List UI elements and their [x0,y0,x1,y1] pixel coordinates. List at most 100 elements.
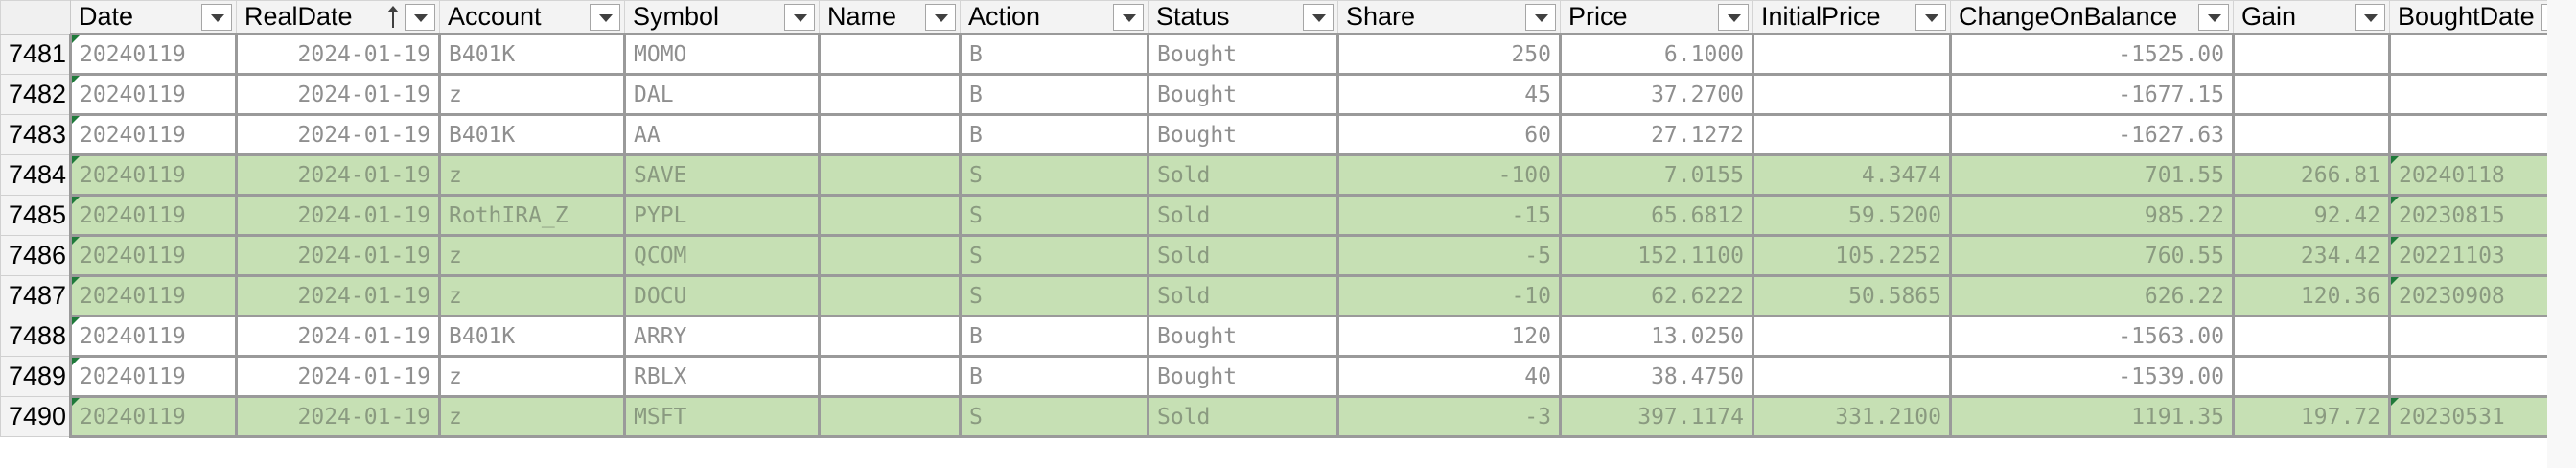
cell-price[interactable]: 27.1272 [1559,113,1754,156]
cell-price[interactable]: 152.1100 [1559,234,1754,277]
column-header-price[interactable]: Price [1560,0,1753,35]
cell-name[interactable] [818,153,962,197]
cell-symbol[interactable]: ARRY [623,315,821,358]
filter-dropdown-button[interactable] [1525,4,1556,31]
filter-dropdown-button[interactable] [925,4,956,31]
filter-dropdown-button[interactable] [1303,4,1334,31]
cell-gain[interactable] [2232,73,2391,116]
cell-status[interactable]: Sold [1147,194,1339,237]
filter-dropdown-button[interactable] [201,4,232,31]
cell-price[interactable]: 38.4750 [1559,355,1754,398]
vertical-scrollbar[interactable] [2547,0,2576,468]
cell-boughtdate[interactable] [2388,73,2576,116]
cell-symbol[interactable]: MOMO [623,33,821,76]
table-row[interactable]: 7483 20240119 2024-01-19 B401K AA B Bought 60 27… [0,113,2576,156]
cell-date[interactable]: 20240119 [69,395,238,438]
cell-account[interactable]: z [438,355,626,398]
cell-status[interactable]: Bought [1147,113,1339,156]
cell-initialprice[interactable]: 105.2252 [1752,234,1952,277]
cell-action[interactable]: S [959,395,1149,438]
cell-status[interactable]: Sold [1147,153,1339,197]
cell-date[interactable]: 20240119 [69,113,238,156]
cell-gain[interactable] [2232,113,2391,156]
cell-action[interactable]: B [959,113,1149,156]
cell-gain[interactable]: 197.72 [2232,395,2391,438]
cell-status[interactable]: Sold [1147,395,1339,438]
cell-boughtdate[interactable]: 20221103 [2388,234,2576,277]
row-number[interactable]: 7485 [0,195,72,236]
cell-gain[interactable]: 92.42 [2232,194,2391,237]
table-row[interactable]: 7488 20240119 2024-01-19 B401K ARRY B Bought 12… [0,315,2576,358]
column-header-date[interactable]: Date [70,0,237,35]
cell-realdate[interactable]: 2024-01-19 [235,73,441,116]
cell-share[interactable]: -5 [1336,234,1562,277]
cell-symbol[interactable]: PYPL [623,194,821,237]
cell-symbol[interactable]: DOCU [623,274,821,317]
cell-share[interactable]: -100 [1336,153,1562,197]
filter-dropdown-button[interactable] [2355,4,2385,31]
cell-status[interactable]: Sold [1147,234,1339,277]
cell-share[interactable]: 45 [1336,73,1562,116]
cell-realdate[interactable]: 2024-01-19 [235,274,441,317]
cell-initialprice[interactable]: 4.3474 [1752,153,1952,197]
cell-changeonbalance[interactable]: 760.55 [1949,234,2235,277]
cell-symbol[interactable]: QCOM [623,234,821,277]
cell-account[interactable]: RothIRA_Z [438,194,626,237]
column-header-status[interactable]: Status [1148,0,1338,35]
cell-share[interactable]: 250 [1336,33,1562,76]
cell-gain[interactable] [2232,33,2391,76]
cell-price[interactable]: 397.1174 [1559,395,1754,438]
cell-date[interactable]: 20240119 [69,153,238,197]
table-row[interactable]: 7490 20240119 2024-01-19 z MSFT S Sold -3 397.11… [0,395,2576,438]
cell-changeonbalance[interactable]: 701.55 [1949,153,2235,197]
cell-account[interactable]: z [438,274,626,317]
cell-initialprice[interactable] [1752,73,1952,116]
cell-name[interactable] [818,274,962,317]
column-header-gain[interactable]: Gain [2233,0,2390,35]
cell-name[interactable] [818,234,962,277]
cell-changeonbalance[interactable]: -1525.00 [1949,33,2235,76]
cell-symbol[interactable]: DAL [623,73,821,116]
row-number[interactable]: 7486 [0,235,72,276]
cell-share[interactable]: 120 [1336,315,1562,358]
cell-boughtdate[interactable] [2388,33,2576,76]
cell-gain[interactable]: 266.81 [2232,153,2391,197]
cell-price[interactable]: 62.6222 [1559,274,1754,317]
filter-dropdown-button[interactable] [590,4,620,31]
column-header-realdate[interactable]: RealDate [236,0,440,35]
cell-gain[interactable]: 234.42 [2232,234,2391,277]
cell-price[interactable]: 6.1000 [1559,33,1754,76]
cell-action[interactable]: B [959,315,1149,358]
table-row[interactable]: 7482 20240119 2024-01-19 z DAL B Bought 45 37.27… [0,73,2576,116]
cell-initialprice[interactable] [1752,113,1952,156]
cell-initialprice[interactable]: 50.5865 [1752,274,1952,317]
column-header-share[interactable]: Share [1337,0,1561,35]
column-header-action[interactable]: Action [960,0,1149,35]
row-number[interactable]: 7490 [0,396,72,437]
cell-status[interactable]: Bought [1147,33,1339,76]
cell-realdate[interactable]: 2024-01-19 [235,113,441,156]
cell-action[interactable]: S [959,153,1149,197]
column-header-changeonbalance[interactable]: ChangeOnBalance [1950,0,2234,35]
cell-status[interactable]: Bought [1147,355,1339,398]
table-row[interactable]: 7489 20240119 2024-01-19 z RBLX B Bought 40 38.4… [0,355,2576,398]
cell-share[interactable]: -3 [1336,395,1562,438]
cell-action[interactable]: B [959,355,1149,398]
cell-share[interactable]: 60 [1336,113,1562,156]
cell-account[interactable]: B401K [438,315,626,358]
cell-status[interactable]: Bought [1147,315,1339,358]
cell-realdate[interactable]: 2024-01-19 [235,153,441,197]
cell-realdate[interactable]: 2024-01-19 [235,315,441,358]
cell-initialprice[interactable]: 331.2100 [1752,395,1952,438]
cell-realdate[interactable]: 2024-01-19 [235,355,441,398]
cell-name[interactable] [818,395,962,438]
cell-account[interactable]: z [438,73,626,116]
cell-status[interactable]: Bought [1147,73,1339,116]
cell-gain[interactable] [2232,315,2391,358]
filter-dropdown-button[interactable] [1113,4,1144,31]
cell-account[interactable]: B401K [438,113,626,156]
row-number[interactable]: 7484 [0,154,72,196]
cell-changeonbalance[interactable]: -1539.00 [1949,355,2235,398]
cell-name[interactable] [818,315,962,358]
